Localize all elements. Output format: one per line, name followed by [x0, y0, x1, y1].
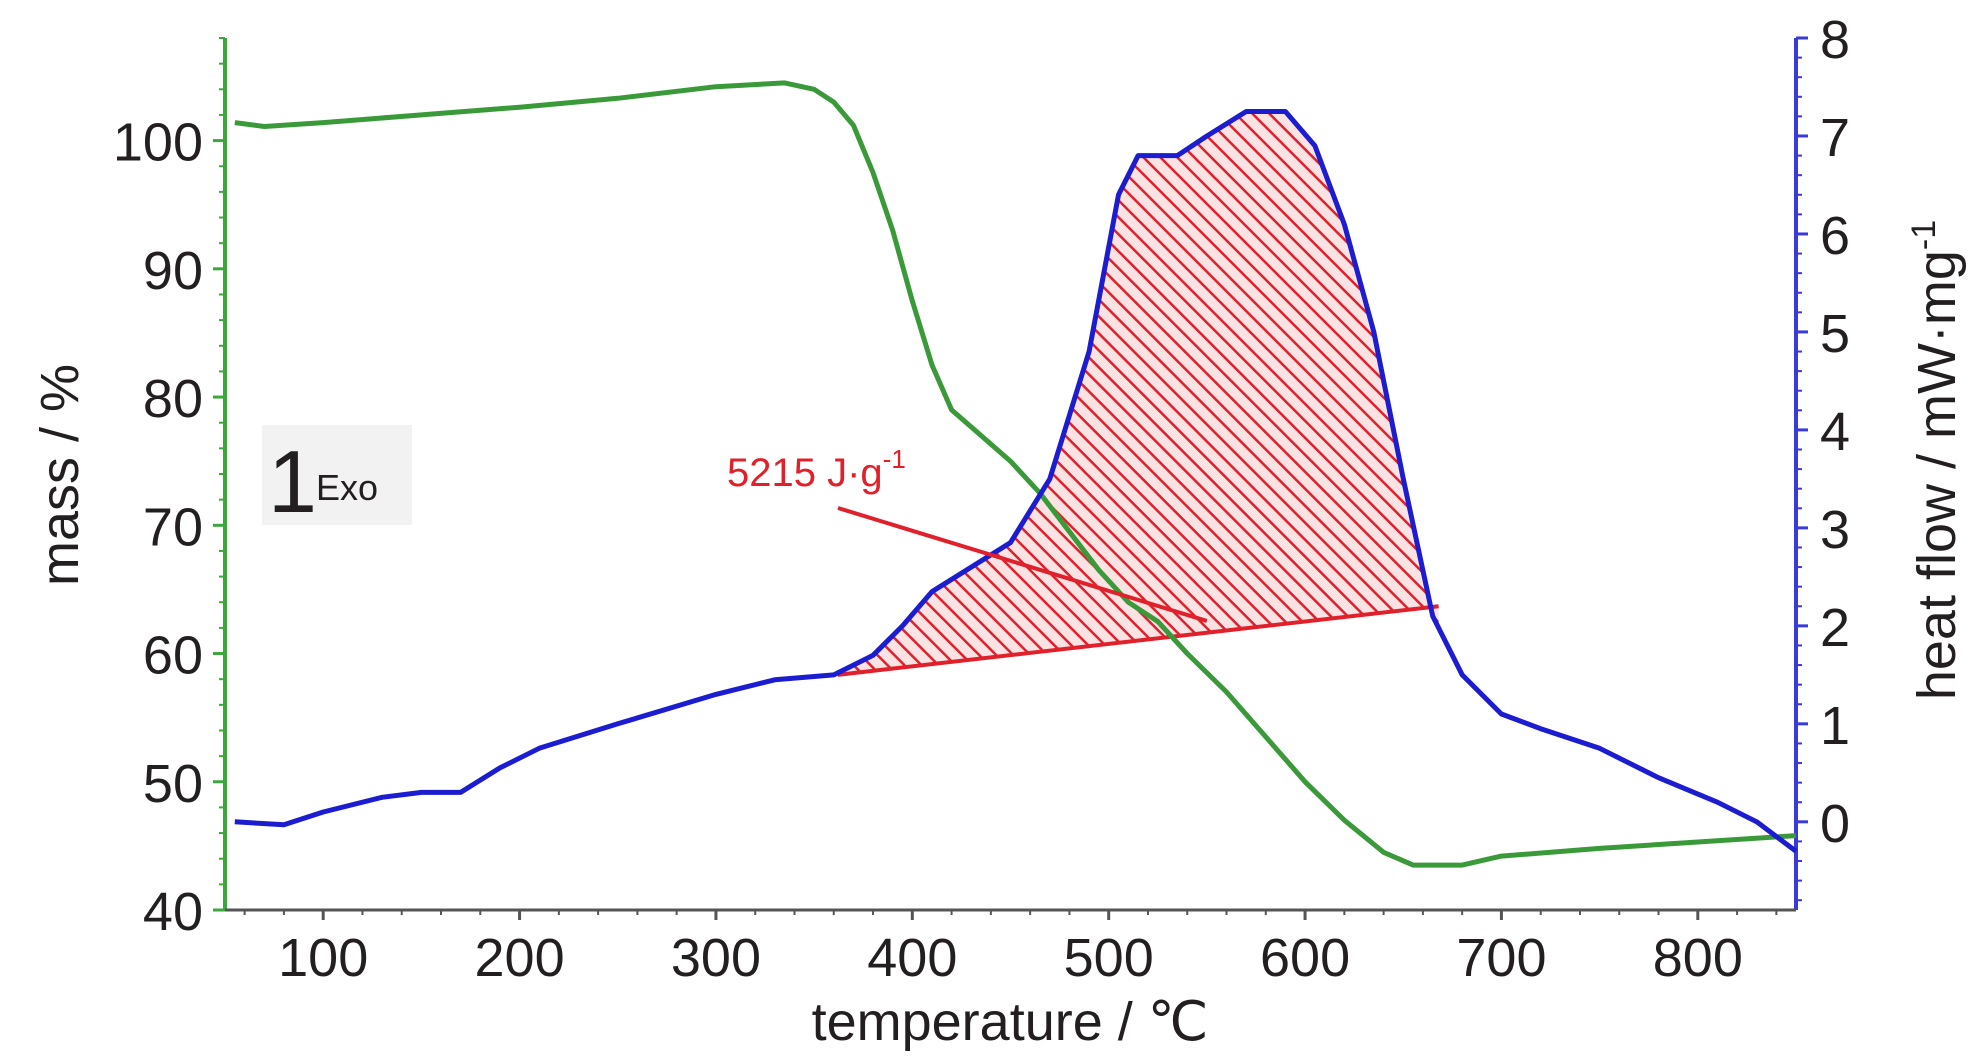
- y2-tick-label: 4: [1820, 402, 1850, 462]
- y-tick-label: 90: [143, 241, 203, 301]
- x-tick-label: 500: [1064, 928, 1154, 988]
- annotation-pointer: [837, 506, 1208, 623]
- heat-flow-curve: [234, 109, 1798, 854]
- exo-label: Exo: [316, 467, 378, 508]
- y2-axis-title: heat flow / mW·mg-1: [1905, 220, 1967, 700]
- x-tick-label: 300: [671, 928, 761, 988]
- x-tick-label: 700: [1456, 928, 1546, 988]
- mass-curve: [234, 80, 1797, 868]
- x-tick-label: 100: [278, 928, 368, 988]
- exo-arrow-icon: 1: [268, 432, 317, 531]
- tick-label-group: 100 200 300 400 500 600 700 800 40 50 60 70 80 90 100 0…: [113, 10, 1850, 988]
- y2-tick-label: 8: [1820, 10, 1850, 70]
- y2-tick-label: 7: [1820, 108, 1850, 168]
- peak-area: [837, 111, 1439, 675]
- x-axis-title: temperature / ℃: [812, 992, 1209, 1052]
- x-tick-label: 200: [475, 928, 565, 988]
- y-tick-label: 100: [113, 113, 203, 173]
- x-tick-label: 800: [1653, 928, 1743, 988]
- y2-tick-label: 1: [1820, 696, 1850, 756]
- y2-tick-label: 3: [1820, 500, 1850, 560]
- y2-tick-label: 5: [1820, 304, 1850, 364]
- y-tick-label: 40: [143, 882, 203, 942]
- y-tick-label: 60: [143, 626, 203, 686]
- y-tick-label: 80: [143, 369, 203, 429]
- y2-tick-label: 0: [1820, 794, 1850, 854]
- y-axis-title: mass / %: [30, 364, 90, 586]
- tick-group: [213, 36, 1808, 920]
- annotation-label: 5215 J·g-1: [727, 444, 906, 495]
- exo-marker-box: [262, 425, 412, 525]
- x-tick-label: 400: [867, 928, 957, 988]
- y2-tick-label: 6: [1820, 206, 1850, 266]
- y-tick-label: 50: [143, 754, 203, 814]
- y2-tick-label: 2: [1820, 598, 1850, 658]
- area-baseline: [837, 604, 1439, 677]
- y-tick-label: 70: [143, 497, 203, 557]
- x-tick-label: 600: [1260, 928, 1350, 988]
